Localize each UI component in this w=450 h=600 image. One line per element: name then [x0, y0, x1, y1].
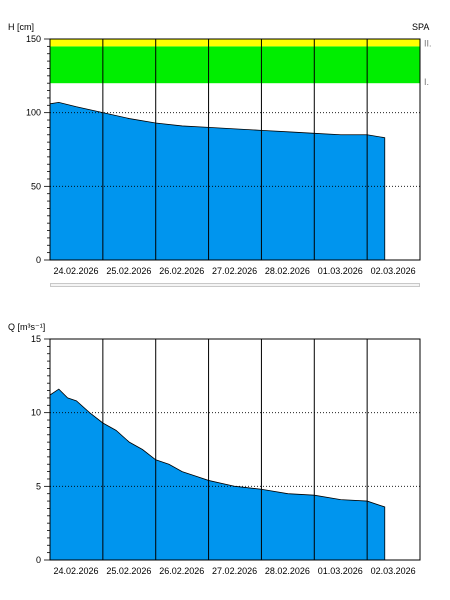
band-label-1: I. [424, 77, 429, 87]
x-tick-label: 25.02.2026 [106, 566, 151, 576]
y-tick-label: 0 [36, 255, 41, 265]
x-tick-label: 27.02.2026 [212, 566, 257, 576]
h-axis-label: H [cm] [8, 22, 34, 32]
y-tick-label: 15 [31, 334, 41, 344]
x-tick-label: 24.02.2026 [53, 566, 98, 576]
x-tick-label: 01.03.2026 [318, 566, 363, 576]
x-tick-label: 01.03.2026 [318, 266, 363, 276]
x-tick-label: 28.02.2026 [265, 266, 310, 276]
x-tick-label: 27.02.2026 [212, 266, 257, 276]
warning-band-2 [50, 39, 420, 47]
station-code-label: SPA [412, 22, 429, 32]
discharge-chart: Q [m³s⁻¹] 24.02.2026 25.02.2026 26.02.2026… [8, 322, 421, 576]
y-tick-label: 150 [26, 34, 41, 44]
x-tick-label: 28.02.2026 [265, 566, 310, 576]
warning-band-1 [50, 46, 420, 84]
x-tick-label: 02.03.2026 [371, 266, 416, 276]
series-line [49, 101, 386, 260]
y-tick-label: 5 [36, 481, 41, 491]
x-tick-label: 02.03.2026 [371, 566, 416, 576]
band-label-2: II. [424, 39, 432, 49]
water-level-chart: H [cm] SPA I. II. 24.02.2026 25.02.2026 26.0… [8, 22, 432, 276]
series-line [49, 388, 386, 560]
series-area [50, 102, 385, 260]
series-area [50, 389, 385, 560]
time-scrollbar[interactable] [50, 283, 420, 287]
y-tick-label: 10 [31, 408, 41, 418]
y-tick-label: 0 [36, 555, 41, 565]
y-tick-label: 50 [31, 181, 41, 191]
x-tick-label: 24.02.2026 [53, 266, 98, 276]
q-axis-label: Q [m³s⁻¹] [8, 322, 45, 332]
x-tick-label: 25.02.2026 [106, 266, 151, 276]
y-tick-label: 100 [26, 108, 41, 118]
x-tick-label: 26.02.2026 [159, 566, 204, 576]
x-tick-label: 26.02.2026 [159, 266, 204, 276]
